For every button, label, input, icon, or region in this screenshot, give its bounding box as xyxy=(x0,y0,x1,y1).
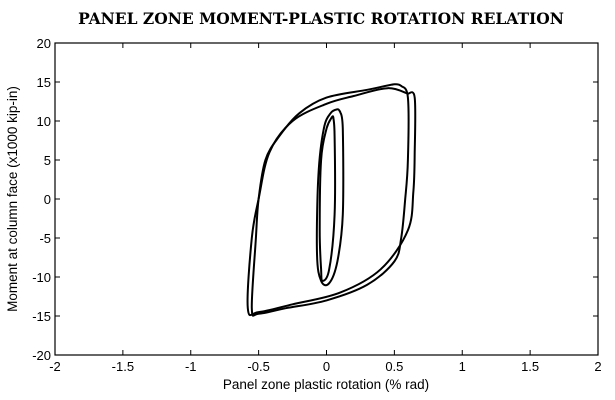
y-tick-label: 5 xyxy=(44,153,51,168)
hysteresis-loop-4 xyxy=(315,108,345,287)
x-tick-label: -1 xyxy=(185,359,197,374)
x-tick-label: 1 xyxy=(459,359,466,374)
hysteresis-loop-1 xyxy=(250,83,410,317)
x-tick-label: 0.5 xyxy=(385,359,403,374)
x-axis-label: Panel zone plastic rotation (% rad) xyxy=(223,377,429,392)
x-tick-label: -0.5 xyxy=(247,359,269,374)
x-axis-ticks: -2 -1.5 -1 -0.5 0 0.5 1 1.5 2 xyxy=(49,43,602,374)
hysteresis-loop-2 xyxy=(246,87,417,317)
y-tick-label: -10 xyxy=(32,270,51,285)
y-tick-label: 20 xyxy=(37,36,51,51)
y-tick-label: 0 xyxy=(44,192,51,207)
y-axis-ticks: -20 -15 -10 -5 0 5 10 15 20 xyxy=(32,36,598,363)
x-tick-label: 2 xyxy=(594,359,601,374)
x-tick-label: 0 xyxy=(323,359,330,374)
x-tick-label: -1.5 xyxy=(112,359,134,374)
y-tick-label: 10 xyxy=(37,114,51,129)
y-tick-label: -15 xyxy=(32,309,51,324)
y-axis-label: Moment at column face (x1000 kip-in) xyxy=(5,86,20,312)
y-tick-label: -5 xyxy=(39,231,51,246)
hysteresis-loop-3 xyxy=(318,115,337,282)
plot-frame xyxy=(54,42,599,356)
chart-title: PANEL ZONE MOMENT-PLASTIC ROTATION RELAT… xyxy=(78,9,564,28)
y-tick-label: -20 xyxy=(32,348,51,363)
y-tick-label: 15 xyxy=(37,75,51,90)
x-tick-label: 1.5 xyxy=(521,359,539,374)
hysteresis-curves xyxy=(246,83,417,317)
x-tick-label: -2 xyxy=(49,359,61,374)
